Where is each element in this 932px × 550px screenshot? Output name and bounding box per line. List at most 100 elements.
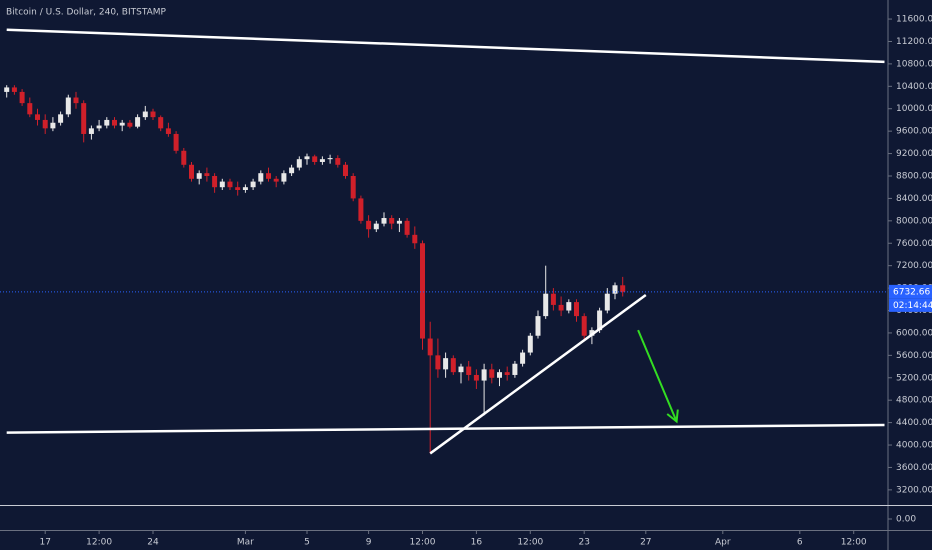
candle-body <box>412 234 418 244</box>
candle-body <box>50 122 56 129</box>
candle-body <box>212 175 218 188</box>
candle-body <box>258 173 264 182</box>
candle-body <box>489 369 495 378</box>
candle-body <box>558 304 564 311</box>
candle-body <box>189 164 194 179</box>
candle-body <box>481 369 487 381</box>
candle-body <box>304 156 310 160</box>
last-price-tag <box>889 284 932 299</box>
candle-body <box>520 352 526 364</box>
candle-body <box>435 355 441 370</box>
y-tick-label: 4800.00 <box>896 396 932 406</box>
x-tick-label: 12:00 <box>517 538 543 548</box>
candle-body <box>219 181 225 188</box>
candle-body <box>42 119 48 129</box>
candle-body <box>612 285 618 294</box>
x-tick-label: 12:00 <box>410 538 436 548</box>
candle-body <box>296 159 302 168</box>
x-tick-label: Apr <box>715 538 731 548</box>
candle-body <box>620 285 626 292</box>
candle-body <box>427 338 433 356</box>
candle-body <box>543 293 549 317</box>
candle-body <box>327 158 333 160</box>
candle-body <box>312 156 318 162</box>
candle-body <box>473 374 479 381</box>
candle-body <box>550 293 556 305</box>
candle-body <box>581 316 587 336</box>
candle-body <box>335 158 341 165</box>
candle-body <box>35 114 40 120</box>
candle-body <box>373 223 379 230</box>
candle-body <box>227 181 233 188</box>
candle-body <box>158 117 164 129</box>
trend-line <box>429 293 647 455</box>
candle-body <box>319 159 325 162</box>
y-tick-label: 9200.00 <box>896 149 932 159</box>
candle-body <box>96 125 102 129</box>
candle-body <box>381 218 387 224</box>
y-tick-label: 7600.00 <box>896 239 932 249</box>
y-tick-label: 5200.00 <box>896 373 932 383</box>
candle-body <box>204 173 210 176</box>
arrow-line <box>637 329 678 422</box>
x-tick-label: Mar <box>237 538 254 548</box>
candle-body <box>273 178 279 182</box>
x-tick-label: 12:00 <box>86 538 112 548</box>
candle-body <box>266 173 271 179</box>
y-tick-label: 9600.00 <box>896 127 932 137</box>
candle-body <box>450 358 456 373</box>
candle-body <box>366 220 372 230</box>
y-tick-label: 11200.00 <box>896 37 932 47</box>
candle-body <box>250 181 256 188</box>
candle-body <box>396 220 402 224</box>
candle-body <box>112 119 117 126</box>
candle-body <box>420 243 425 339</box>
arrow-head <box>666 409 679 424</box>
candle-body <box>58 114 64 123</box>
y-tick-label: 7200.00 <box>896 261 932 271</box>
y-tick-label: 8800.00 <box>896 171 932 181</box>
y-tick-label: 4400.00 <box>896 418 932 428</box>
candle-body <box>535 316 541 336</box>
candle-body <box>135 117 141 127</box>
y-tick-label: 10800.00 <box>896 59 932 69</box>
candle-body <box>466 366 472 375</box>
x-tick-label: 5 <box>304 538 310 548</box>
candle-body <box>88 128 94 134</box>
candle-body <box>142 111 148 118</box>
candle-body <box>343 164 348 176</box>
candle-body <box>574 302 579 317</box>
candle-body <box>389 218 395 224</box>
candle-body <box>597 310 603 331</box>
x-tick-label: 17 <box>39 538 50 548</box>
candle-body <box>512 363 518 375</box>
candle-body <box>604 293 610 311</box>
x-tick-label: 24 <box>147 538 159 548</box>
candle-body <box>11 87 17 92</box>
chart-title: Bitcoin / U.S. Dollar, 240, BITSTAMP <box>6 8 167 18</box>
candle-body <box>4 87 10 92</box>
candle-body <box>358 198 364 221</box>
candle-body <box>281 173 287 182</box>
y-tick-label: 10000.00 <box>896 104 932 114</box>
candle-body <box>289 167 295 174</box>
pane2-y-tick-label: 0.00 <box>896 515 916 525</box>
candle-body <box>19 91 25 104</box>
candle-body <box>173 133 179 151</box>
countdown-tag <box>889 298 932 312</box>
y-tick-label: 5600.00 <box>896 351 932 361</box>
candle-body <box>27 103 33 115</box>
candle-body <box>127 122 133 127</box>
candle-body <box>404 220 410 235</box>
x-tick-label: 23 <box>578 538 589 548</box>
candle-body <box>119 122 125 126</box>
candle-body <box>181 150 187 165</box>
candle-body <box>81 103 87 134</box>
candle-body <box>73 97 79 104</box>
candle-body <box>497 372 502 378</box>
candle-body <box>566 302 572 311</box>
candle-body <box>242 187 248 191</box>
candle-body <box>443 358 449 370</box>
y-tick-label: 8000.00 <box>896 216 932 226</box>
